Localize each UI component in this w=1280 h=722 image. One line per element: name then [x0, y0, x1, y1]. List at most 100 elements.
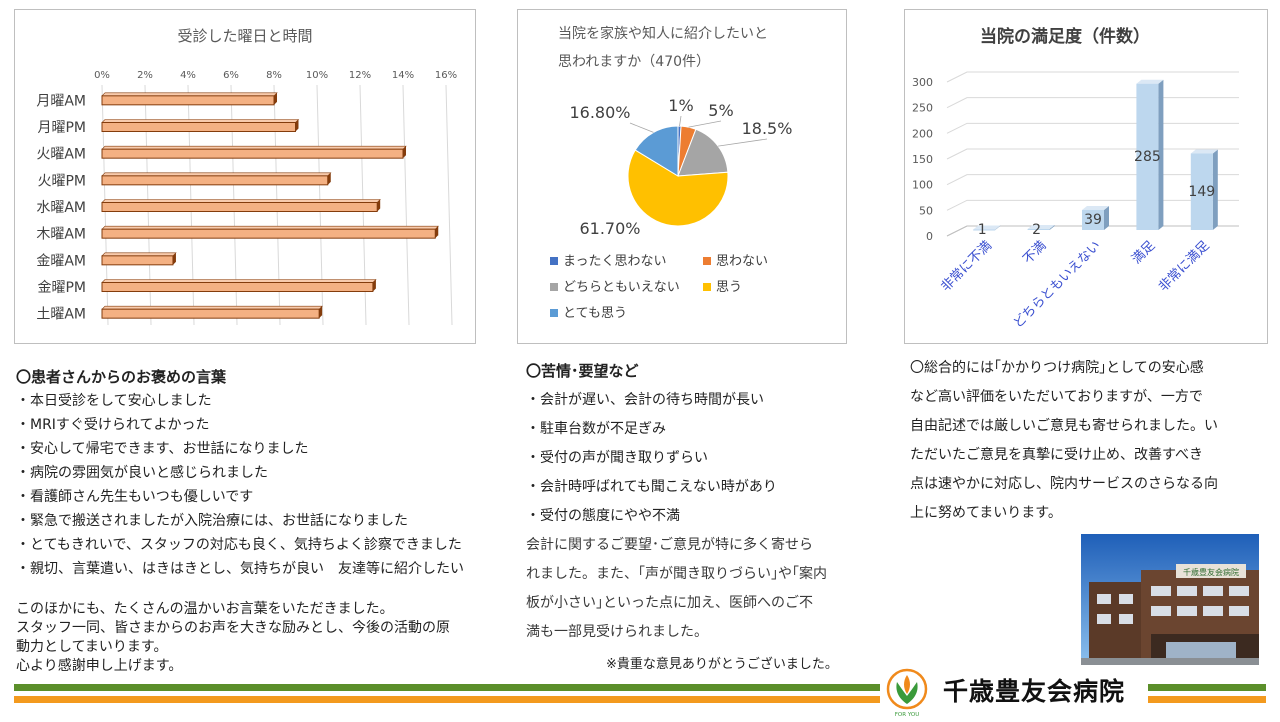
category-label: 木曜AM: [36, 227, 86, 243]
hospital-building-photo: 千歳豊友会病院: [1081, 534, 1259, 665]
building-sign: 千歳豊友会病院: [1183, 567, 1239, 577]
category-label: 金曜AM: [36, 253, 86, 269]
y-tick-label: 0: [926, 230, 933, 243]
leader-line: [679, 115, 682, 127]
praise-closing: このほかにも、たくさんの温かいお言葉をいただきました。 スタッフ一同、皆さまからの…: [16, 600, 502, 676]
pie-data-label: 5%: [708, 101, 733, 120]
overall-line: など高い評価をいただいておりますが、一方で: [910, 389, 1203, 405]
legend-label: まったく思わない: [563, 254, 666, 269]
bar-face: [101, 148, 404, 159]
leader-line: [688, 120, 722, 128]
bar-side: [435, 226, 439, 239]
bar-side: [319, 306, 323, 319]
legend-swatch: [550, 257, 558, 265]
praise-closing-line: スタッフ一同、皆さまからのお声を大きな励みとし、今後の活動の原: [16, 620, 450, 636]
column-top: [973, 225, 1001, 230]
y-tick-label: 100: [912, 179, 933, 192]
hospital-logo: FOR YOU: [884, 668, 930, 718]
hands-leaf-logo-icon: FOR YOU: [886, 668, 928, 718]
bar-face: [101, 95, 275, 106]
chart-title: 受診した曜日と時間: [177, 27, 312, 45]
column-top: [1082, 205, 1109, 210]
weekday-chart-panel: 受診した曜日と時間 0% 2% 4% 6% 8% 10% 12% 14% 16% 月曜AM 月曜P…: [14, 9, 476, 344]
column: [1190, 149, 1218, 230]
bar-face: [101, 122, 296, 132]
column-face: [1027, 228, 1050, 230]
complaint-item: ・受付の声が聞き取りずらい: [526, 450, 708, 466]
column-face: [973, 229, 996, 231]
bar: [101, 305, 323, 319]
legend-label: 思わない: [716, 254, 768, 269]
praise-item: ・緊急で搬送されましたが入院治療には、お世話になりました: [16, 513, 408, 529]
column-data-label: 285: [1134, 149, 1161, 165]
complaint-item: ・会計時呼ばれても聞こえない時があり: [526, 479, 777, 495]
column-side: [1104, 205, 1109, 230]
column-face: [1082, 209, 1104, 230]
legend-label: 思う: [716, 280, 742, 295]
bar: [101, 252, 177, 266]
column: [1136, 79, 1164, 230]
complaints-list: ・会計が遅い、会計の待ち時間が長い ・駐車台数が不足ぎみ ・受付の声が聞き取りずらい…: [526, 386, 856, 531]
bar-face: [101, 228, 436, 239]
overall-line: 点は速やかに対応し、院内サービスのさらなる向: [910, 476, 1218, 492]
chart-title-line-2: 思われますか（470件）: [558, 54, 710, 70]
complaint-summary-line: れました。また、｢声が聞き取りづらい｣や｢案内: [526, 566, 827, 582]
x-tick-label: 8%: [266, 70, 282, 81]
bar-side: [377, 199, 381, 212]
overall-section: 〇総合的には｢かかりつけ病院｣としての安心感 など高い評価をいただいておりますが、…: [910, 354, 1260, 528]
y-tick-label: 250: [912, 102, 933, 115]
hospital-name: 千歳豊友会病院: [943, 677, 1126, 706]
praise-item: ・病院の雰囲気が良いと感じられました: [16, 465, 268, 481]
category-label: 満足: [1129, 238, 1158, 267]
bar-face: [101, 255, 174, 266]
category-label: 非常に不満: [938, 238, 995, 295]
legend-swatch: [703, 283, 711, 291]
y-tick-label: 300: [912, 76, 933, 89]
praise-heading: 〇患者さんからのお褒めの言葉: [16, 368, 227, 386]
category-label: 金曜PM: [37, 280, 86, 296]
praise-item: ・安心して帰宅できます、お世話になりました: [16, 441, 309, 457]
leader-line: [718, 138, 768, 147]
complaints-section: 〇苦情･要望など ・会計が遅い、会計の待ち時間が長い ・駐車台数が不足ぎみ ・受付の…: [526, 357, 856, 647]
category-label: 水曜AM: [36, 200, 86, 216]
satisfaction-chart-panel: 当院の満足度（件数） 0 50 100 150 200 250 300 1 2 39 285 149…: [904, 9, 1268, 344]
column-face: [1190, 153, 1213, 230]
pie-data-label: 1%: [668, 96, 693, 115]
column-side: [1049, 224, 1055, 230]
thanks-text: ※貴重な意見ありがとうございました。: [606, 657, 838, 672]
column: [973, 225, 1001, 231]
praise-item: ・MRIすぐ受けられてよかった: [16, 417, 210, 433]
overall-line: 〇総合的には｢かかりつけ病院｣としての安心感: [910, 360, 1204, 376]
bar: [101, 145, 407, 159]
complaint-summary-line: 会計に関するご要望･ご意見が特に多く寄せら: [526, 537, 813, 553]
y-tick-label: 150: [912, 153, 933, 166]
pie-slice: [634, 125, 679, 177]
column-data-label: 1: [978, 222, 987, 238]
bar: [101, 92, 278, 106]
praise-item: ・とてもきれいで、スタッフの対応も良く、気持ちよく診察できました: [16, 537, 462, 553]
legend-label: どちらともいえない: [563, 280, 680, 295]
column-data-label: 149: [1188, 184, 1215, 200]
referral-pie-chart: 当院を家族や知人に紹介したいと 思われますか（470件） 1% 5% 18.5% 61…: [550, 25, 792, 321]
x-tick-label: 12%: [349, 70, 371, 81]
x-tick-label: 2%: [137, 70, 153, 81]
column-side: [1158, 79, 1164, 230]
column-top: [1190, 149, 1218, 154]
legend-label: とても思う: [563, 306, 627, 321]
bar-side: [274, 92, 277, 105]
y-tick-label: 200: [912, 127, 933, 140]
gridline: [445, 84, 453, 326]
complaints-summary: 会計に関するご要望･ご意見が特に多く寄せら れました。また、｢声が聞き取りづらい｣…: [526, 531, 856, 647]
complaint-summary-line: 満も一部見受けられました。: [526, 624, 708, 640]
bar: [101, 225, 439, 239]
bar: [101, 279, 377, 292]
category-label: 火曜AM: [36, 147, 86, 163]
bar-side: [403, 146, 406, 159]
legend-item: とても思う: [550, 306, 627, 321]
x-tick-label: 10%: [306, 70, 328, 81]
bar: [101, 172, 332, 186]
gridline: [402, 84, 410, 326]
overall-text: 〇総合的には｢かかりつけ病院｣としての安心感 など高い評価をいただいておりますが、…: [910, 354, 1260, 528]
category-label: 不満: [1020, 238, 1049, 267]
column-side: [995, 225, 1001, 230]
